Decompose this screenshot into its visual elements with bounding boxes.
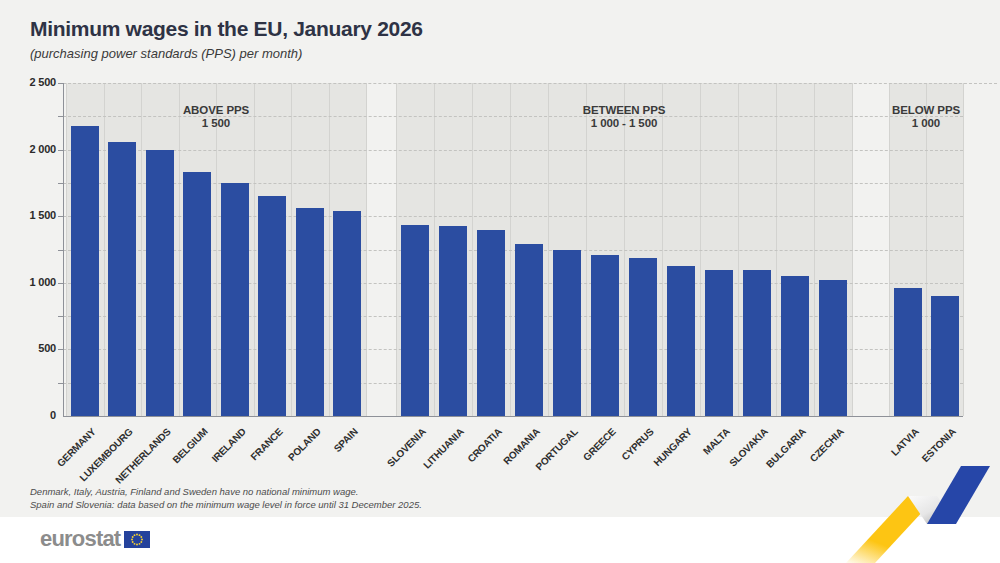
bar bbox=[743, 270, 771, 416]
x-axis-line bbox=[63, 416, 963, 417]
bar bbox=[108, 142, 136, 416]
y-axis-label: 1 500 bbox=[6, 209, 56, 221]
y-axis-label: 2 000 bbox=[6, 143, 56, 155]
infographic: Minimum wages in the EU, January 2026 (p… bbox=[0, 0, 1000, 563]
y-axis-label: 1 000 bbox=[6, 276, 56, 288]
ribbon-blue-stroke bbox=[927, 466, 990, 524]
group-label-line: 1 000 - 1 500 bbox=[396, 117, 852, 130]
eurostat-logo-text: eurostat bbox=[40, 528, 120, 550]
bar bbox=[439, 226, 467, 417]
footnote-line: Spain and Slovenia: data based on the mi… bbox=[30, 499, 422, 512]
bar bbox=[71, 126, 99, 416]
bar bbox=[515, 244, 543, 417]
group-label: ABOVE PPS1 500 bbox=[66, 104, 366, 130]
group-label-line: 1 000 bbox=[889, 117, 963, 130]
bar bbox=[705, 270, 733, 417]
group-label-line: 1 500 bbox=[66, 117, 366, 130]
gridline bbox=[63, 150, 963, 151]
y-axis-line bbox=[63, 83, 64, 416]
gridline bbox=[63, 83, 997, 84]
bar bbox=[819, 280, 847, 416]
group-label: BELOW PPS1 000 bbox=[889, 104, 963, 130]
bar bbox=[333, 211, 361, 416]
bar bbox=[629, 258, 657, 417]
y-axis-label: 0 bbox=[6, 409, 56, 421]
y-axis-label: 500 bbox=[6, 342, 56, 354]
bar bbox=[781, 276, 809, 417]
bar bbox=[477, 230, 505, 416]
slot-gridline bbox=[963, 83, 964, 416]
bar bbox=[183, 172, 211, 416]
bar bbox=[553, 250, 581, 417]
bar bbox=[146, 150, 174, 416]
eurostat-logo: eurostat bbox=[40, 528, 150, 550]
group-label-line: ABOVE PPS bbox=[66, 104, 366, 117]
bar bbox=[591, 255, 619, 416]
trend-ribbon-graphic bbox=[840, 460, 996, 563]
bar bbox=[401, 225, 429, 416]
y-axis-label: 2 500 bbox=[6, 76, 56, 88]
bar bbox=[931, 296, 959, 416]
bar bbox=[667, 266, 695, 417]
group-label: BETWEEN PPS1 000 - 1 500 bbox=[396, 104, 852, 130]
x-axis-label: CZECHIA bbox=[760, 426, 846, 512]
footnotes: Denmark, Italy, Austria, Finland and Swe… bbox=[30, 486, 422, 511]
group-label-line: BELOW PPS bbox=[889, 104, 963, 117]
footnote-line: Denmark, Italy, Austria, Finland and Swe… bbox=[30, 486, 422, 499]
group-label-line: BETWEEN PPS bbox=[396, 104, 852, 117]
bar bbox=[894, 288, 922, 416]
eu-flag-icon bbox=[124, 531, 150, 548]
bar bbox=[258, 196, 286, 416]
bar bbox=[296, 208, 324, 416]
bar bbox=[221, 183, 249, 416]
